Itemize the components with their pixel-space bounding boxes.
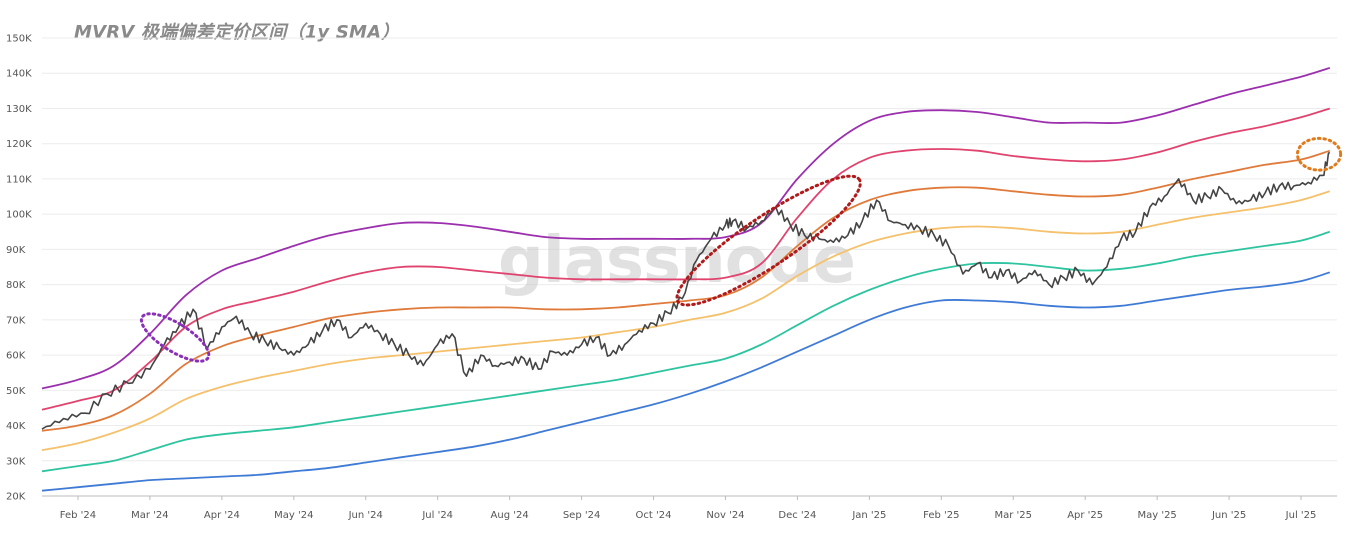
series-band-line-5	[41, 271, 1331, 492]
y-tick-label: 80K	[6, 280, 26, 291]
x-tick-label: Mar '25	[994, 510, 1032, 521]
x-tick-label: Jun '24	[348, 510, 383, 521]
y-tick-label: 120K	[6, 139, 32, 150]
x-tick-label: Aug '24	[491, 510, 529, 521]
y-tick-label: 60K	[6, 351, 26, 362]
x-tick-label: Sep '24	[563, 510, 601, 521]
y-tick-label: 100K	[6, 210, 32, 221]
series-group	[41, 67, 1331, 492]
x-tick-label: Dec '24	[778, 510, 816, 521]
y-axis: 20K 30K 40K 50K 60K 70K 80K 90K 100K 110K 120K 130K…	[6, 34, 32, 503]
annotations	[139, 136, 1343, 363]
x-tick-label: Apr '24	[204, 510, 240, 521]
annotation-ellipse	[675, 174, 862, 307]
grid	[42, 37, 1337, 497]
x-tick-label: Jun '25	[1211, 510, 1246, 521]
y-tick-label: 130K	[6, 104, 32, 115]
y-tick-label: 50K	[6, 386, 26, 397]
y-tick-label: 70K	[6, 315, 26, 326]
x-tick-label: Oct '24	[636, 510, 672, 521]
annotation-ellipse	[139, 312, 211, 363]
annotation-ellipse	[1295, 136, 1343, 172]
x-tick-label: Apr '25	[1067, 510, 1103, 521]
series-band-line-4	[41, 230, 1331, 473]
x-tick-label: May '24	[274, 510, 313, 521]
x-tick-label: Mar '24	[131, 510, 169, 521]
x-tick-label: Jul '25	[1285, 510, 1317, 521]
y-tick-label: 140K	[6, 69, 32, 80]
y-tick-label: 90K	[6, 245, 26, 256]
x-axis: Feb '24 Mar '24 Apr '24 May '24 Jun '24 Jul '…	[42, 495, 1337, 521]
x-tick-label: Jul '24	[421, 510, 453, 521]
series-price-line	[41, 151, 1331, 430]
y-tick-label: 40K	[6, 421, 26, 432]
y-tick-label: 30K	[6, 456, 26, 467]
y-tick-label: 110K	[6, 174, 32, 185]
x-tick-label: Jan '25	[851, 510, 886, 521]
watermark: glassnode	[498, 224, 855, 298]
x-tick-label: Feb '24	[60, 510, 96, 521]
series-band-line-0	[41, 67, 1331, 390]
x-tick-label: Nov '24	[706, 510, 744, 521]
series-band-line-3	[41, 190, 1331, 452]
x-tick-label: May '25	[1137, 510, 1176, 521]
y-tick-label: 150K	[6, 34, 32, 45]
y-tick-label: 20K	[6, 492, 26, 503]
x-tick-label: Feb '25	[923, 510, 959, 521]
